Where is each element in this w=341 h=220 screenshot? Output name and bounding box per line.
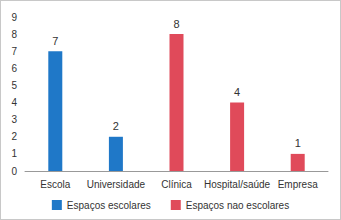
svg-text:6: 6 (11, 63, 17, 74)
svg-text:2: 2 (113, 120, 119, 132)
svg-text:7: 7 (52, 35, 58, 47)
svg-text:Espaços escolares: Espaços escolares (67, 200, 151, 211)
svg-text:Clínica: Clínica (161, 179, 192, 190)
svg-text:Empresa: Empresa (278, 179, 318, 190)
svg-text:1: 1 (11, 148, 17, 159)
svg-text:7: 7 (11, 46, 17, 57)
svg-text:2: 2 (11, 131, 17, 142)
svg-text:4: 4 (234, 86, 240, 98)
svg-text:Espaços nao escolares: Espaços nao escolares (186, 200, 289, 211)
svg-text:Hospital/saúde: Hospital/saúde (204, 179, 271, 190)
svg-text:0: 0 (11, 166, 17, 177)
svg-text:Universidade: Universidade (87, 179, 146, 190)
svg-text:Escola: Escola (40, 179, 70, 190)
svg-text:8: 8 (173, 18, 179, 30)
svg-text:1: 1 (295, 137, 301, 149)
svg-text:5: 5 (11, 80, 17, 91)
svg-text:3: 3 (11, 114, 17, 125)
svg-text:9: 9 (11, 12, 17, 23)
svg-text:4: 4 (11, 97, 17, 108)
svg-text:8: 8 (11, 29, 17, 40)
